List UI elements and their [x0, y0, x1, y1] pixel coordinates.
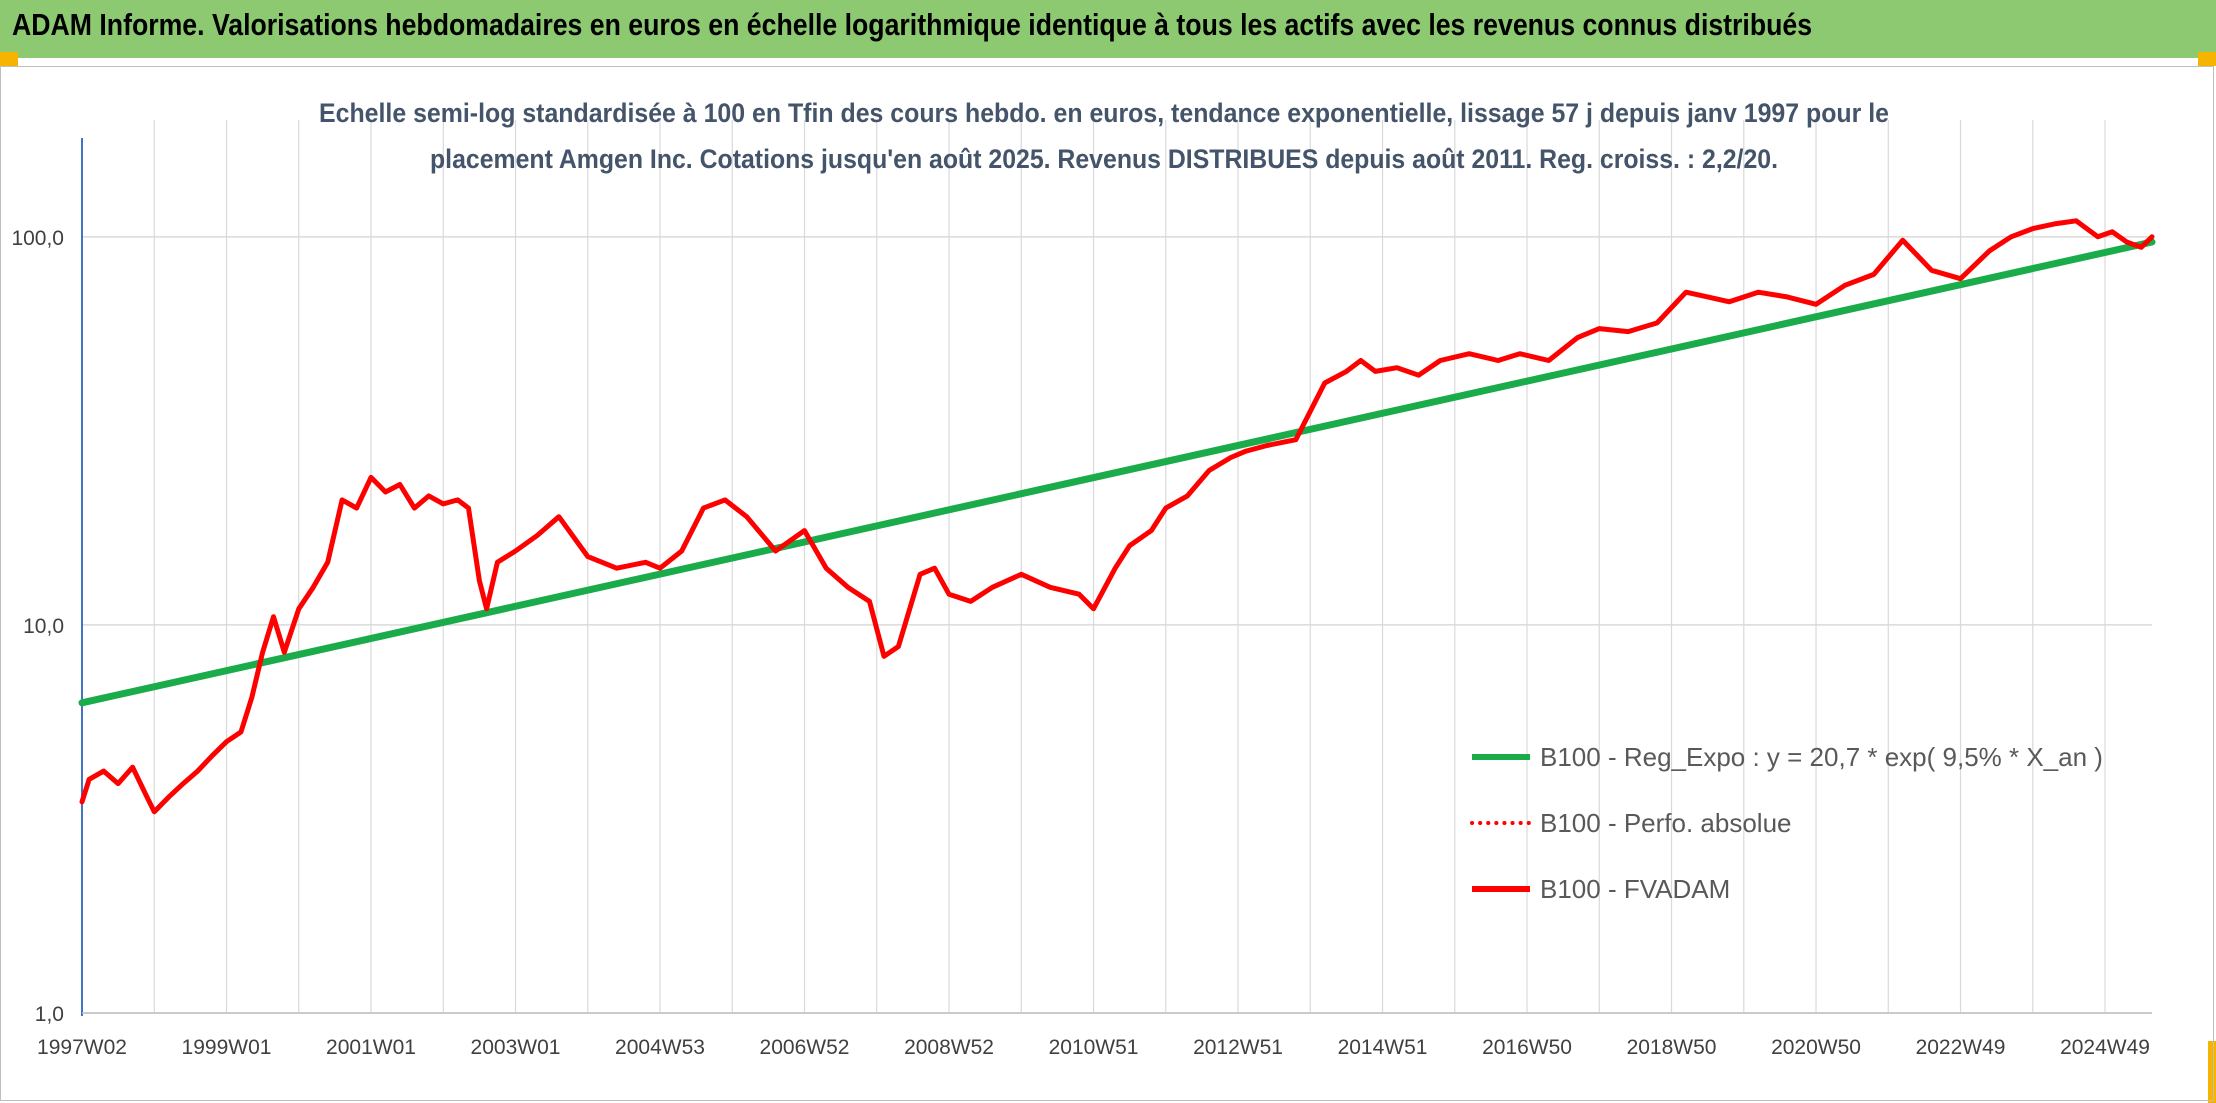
- x-tick-label: 2010W51: [1049, 1036, 1139, 1059]
- grid-layer: [82, 120, 2152, 1014]
- tick-label-layer: 1,0 10,0 100,0 1997W02 1999W01 2001W01 2003W01…: [11, 227, 2150, 1059]
- x-tick-label: 2016W50: [1482, 1036, 1572, 1059]
- chart-title-line-2: placement Amgen Inc. Cotations jusqu'en …: [430, 144, 1778, 174]
- chart-title-line-1: Echelle semi-log standardisée à 100 en T…: [319, 98, 1889, 128]
- x-tick-label: 2020W50: [1771, 1036, 1861, 1059]
- x-tick-label: 2006W52: [760, 1036, 850, 1059]
- legend-label: B100 - FVADAM: [1540, 874, 1730, 904]
- x-tick-label: 1997W02: [37, 1036, 127, 1059]
- y-tick-label: 10,0: [23, 615, 64, 638]
- x-tick-label: 2003W01: [471, 1036, 561, 1059]
- corner-marker-bottom-right: [2208, 1041, 2216, 1103]
- x-tick-label: 2014W51: [1338, 1036, 1428, 1059]
- series-reg-expo-line: [78, 238, 2156, 707]
- x-tick-label: 2001W01: [326, 1036, 416, 1059]
- x-tick-label: 1999W01: [182, 1036, 272, 1059]
- x-tick-label: 2018W50: [1627, 1036, 1717, 1059]
- series-fvadam-line: [79, 218, 2155, 815]
- legend: B100 - Reg_Expo : y = 20,7 * exp( 9,5% *…: [1470, 742, 2103, 904]
- series-layer: [78, 218, 2156, 815]
- axis-layer: [81, 138, 2152, 1016]
- report-title: ADAM Informe. Valorisations hebdomadaire…: [12, 7, 1813, 42]
- legend-label: B100 - Reg_Expo : y = 20,7 * exp( 9,5% *…: [1540, 742, 2103, 772]
- corner-marker-left: [0, 52, 18, 66]
- x-tick-label: 2022W49: [1916, 1036, 2006, 1059]
- x-tick-label: 2012W51: [1193, 1036, 1283, 1059]
- x-tick-label: 2004W53: [615, 1036, 705, 1059]
- x-tick-label: 2008W52: [904, 1036, 994, 1059]
- x-tick-label: 2024W49: [2060, 1036, 2150, 1059]
- y-tick-label: 100,0: [11, 227, 64, 250]
- chart-frame: [0, 66, 2214, 1101]
- corner-marker-right: [2198, 52, 2216, 66]
- header-bar: ADAM Informe. Valorisations hebdomadaire…: [0, 0, 2216, 58]
- legend-label: B100 - Perfo. absolue: [1540, 808, 1792, 838]
- y-tick-label: 1,0: [35, 1003, 64, 1026]
